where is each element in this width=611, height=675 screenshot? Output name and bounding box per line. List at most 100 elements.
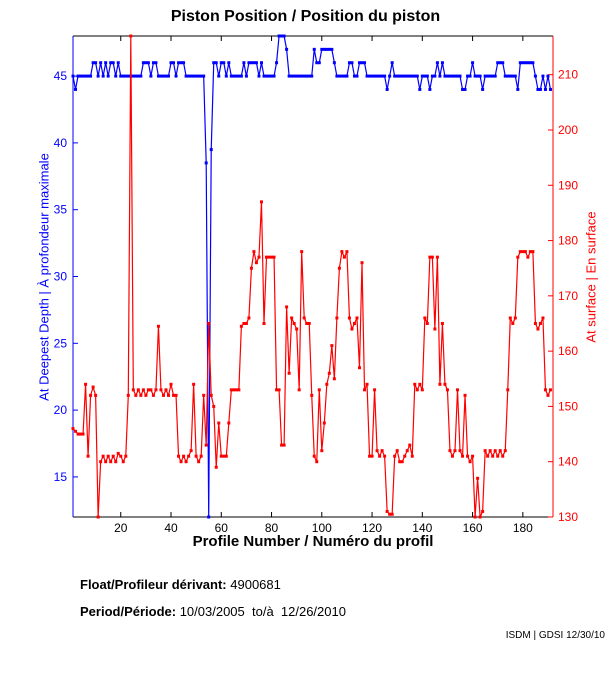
data-point-right [390,512,394,516]
data-point-right [119,454,123,458]
data-point-left [229,74,233,78]
data-point-right [461,454,465,458]
data-point-right [513,316,517,320]
data-point-left [252,61,256,65]
data-point-left [503,74,507,78]
data-point-right [478,515,482,519]
data-point-left [345,74,349,78]
data-point-right [430,255,434,259]
data-point-left [501,61,505,65]
data-point-left [71,74,75,78]
data-point-left [121,74,125,78]
data-point-left [149,74,153,78]
data-point-left [543,87,547,91]
data-point-left [408,74,412,78]
data-point-right [76,432,80,436]
data-point-left [239,74,243,78]
data-point-left [277,34,281,38]
data-point-right [144,393,148,397]
data-point-right [438,382,442,386]
data-point-left [365,74,369,78]
float-label: Float/Profileur dérivant: [80,577,227,592]
data-point-right [496,454,500,458]
y-right-tick-label: 200 [558,123,578,137]
data-point-left [76,74,80,78]
data-point-right [247,316,251,320]
data-point-right [370,454,374,458]
data-point-right [126,393,130,397]
data-point-right [393,454,397,458]
data-point-right [302,316,306,320]
data-point-right [531,250,535,254]
data-point-left [86,74,90,78]
y-right-tick-label: 140 [558,455,578,469]
data-point-right [272,255,276,259]
x-tick-label: 40 [164,521,178,535]
data-point-right [468,460,472,464]
data-point-right [280,443,284,447]
data-point-left [360,61,364,65]
data-point-left [187,74,191,78]
data-point-right [182,454,186,458]
data-point-right [448,449,452,453]
period-value: 10/03/2005 to/à 12/26/2010 [179,604,346,619]
data-point-left [101,74,105,78]
data-point-left [106,74,110,78]
data-point-right [141,388,145,392]
data-point-left [425,74,429,78]
y-right-tick-label: 130 [558,510,578,524]
data-point-right [111,454,115,458]
data-point-left [538,87,542,91]
data-point-left [471,61,475,65]
data-point-right [543,388,547,392]
data-point-right [219,454,223,458]
data-point-right [350,327,354,331]
data-point-left [508,74,512,78]
data-point-right [483,449,487,453]
data-point-left [541,74,545,78]
data-point-right [340,250,344,254]
data-point-right [156,324,160,328]
y-left-tick-label: 30 [54,270,68,284]
data-point-right [471,454,475,458]
data-point-right [523,250,527,254]
y-axis-left-label: At Deepest Depth | À profondeur maximale [36,153,52,401]
data-point-right [204,443,208,447]
y-left-tick-label: 15 [54,470,68,484]
data-point-right [440,321,444,325]
data-point-left [355,74,359,78]
data-point-left [368,74,372,78]
y-left-tick-label: 45 [54,69,68,83]
data-point-right [305,321,309,325]
data-point-right [275,388,279,392]
data-point-left [380,74,384,78]
data-point-right [189,449,193,453]
data-point-right [528,250,532,254]
data-point-right [335,316,339,320]
data-point-left [413,74,417,78]
data-point-left [373,74,377,78]
data-point-right [202,393,206,397]
data-point-right [184,460,188,464]
data-point-left [146,61,150,65]
data-point-left [403,74,407,78]
data-point-left [282,34,286,38]
data-point-left [275,61,279,65]
data-point-right [300,250,304,254]
data-point-left [222,61,226,65]
data-point-right [488,449,492,453]
data-point-right [187,454,191,458]
data-point-right [352,321,356,325]
data-point-right [164,388,168,392]
data-point-right [327,371,331,375]
data-point-right [265,255,269,259]
data-point-right [398,460,402,464]
data-point-right [476,476,480,480]
data-point-left [511,74,515,78]
data-point-left [375,74,379,78]
x-tick-label: 60 [215,521,229,535]
data-point-right [450,454,454,458]
data-point-left [179,61,183,65]
data-point-right [194,454,198,458]
